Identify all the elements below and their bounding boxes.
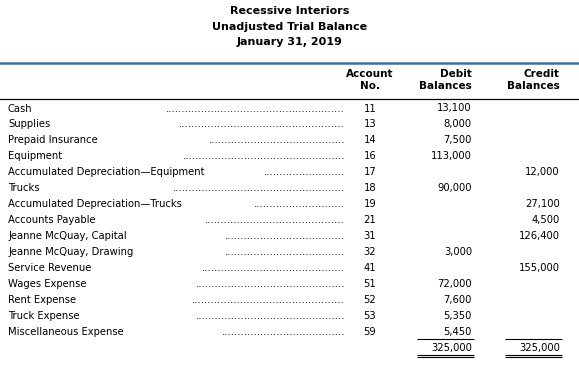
Text: 41: 41 bbox=[364, 263, 376, 273]
Text: 18: 18 bbox=[364, 183, 376, 193]
Text: 53: 53 bbox=[364, 311, 376, 321]
Text: 14: 14 bbox=[364, 135, 376, 145]
Text: 51: 51 bbox=[364, 279, 376, 289]
Text: Miscellaneous Expense: Miscellaneous Expense bbox=[8, 327, 124, 337]
Text: Cash: Cash bbox=[8, 104, 32, 114]
Text: Unadjusted Trial Balance: Unadjusted Trial Balance bbox=[212, 22, 367, 32]
Text: .....................................................: ........................................… bbox=[173, 183, 345, 193]
Text: Trucks: Trucks bbox=[8, 183, 39, 193]
Text: Truck Expense: Truck Expense bbox=[8, 311, 80, 321]
Text: 325,000: 325,000 bbox=[519, 342, 560, 352]
Text: Jeanne McQuay, Drawing: Jeanne McQuay, Drawing bbox=[8, 247, 133, 257]
Text: 90,000: 90,000 bbox=[438, 183, 472, 193]
Text: 155,000: 155,000 bbox=[519, 263, 560, 273]
Text: 12,000: 12,000 bbox=[525, 167, 560, 177]
Text: 113,000: 113,000 bbox=[431, 151, 472, 161]
Text: Accumulated Depreciation—Trucks: Accumulated Depreciation—Trucks bbox=[8, 199, 182, 209]
Text: 17: 17 bbox=[364, 167, 376, 177]
Text: ..........................................: ........................................… bbox=[208, 135, 345, 145]
Text: 27,100: 27,100 bbox=[525, 199, 560, 209]
Text: 3,000: 3,000 bbox=[444, 247, 472, 257]
Text: 19: 19 bbox=[364, 199, 376, 209]
Text: ..............................................: ........................................… bbox=[196, 311, 345, 321]
Text: Accumulated Depreciation—Equipment: Accumulated Depreciation—Equipment bbox=[8, 167, 204, 177]
Text: 325,000: 325,000 bbox=[431, 342, 472, 352]
Text: ............................................: ........................................… bbox=[202, 263, 345, 273]
Text: 31: 31 bbox=[364, 231, 376, 241]
Text: 5,350: 5,350 bbox=[444, 311, 472, 321]
Text: 16: 16 bbox=[364, 151, 376, 161]
Text: 7,500: 7,500 bbox=[444, 135, 472, 145]
Text: 21: 21 bbox=[364, 215, 376, 225]
Text: 5,450: 5,450 bbox=[444, 327, 472, 337]
Text: January 31, 2019: January 31, 2019 bbox=[237, 37, 342, 47]
Text: 11: 11 bbox=[364, 104, 376, 114]
Text: Jeanne McQuay, Capital: Jeanne McQuay, Capital bbox=[8, 231, 127, 241]
Text: ..................................................: ........................................… bbox=[182, 151, 345, 161]
Text: .......................................................: ........................................… bbox=[166, 104, 345, 114]
Text: ......................................: ...................................... bbox=[222, 327, 345, 337]
Text: 59: 59 bbox=[364, 327, 376, 337]
Text: Rent Expense: Rent Expense bbox=[8, 295, 76, 305]
Text: ............................: ............................ bbox=[254, 199, 345, 209]
Text: 7,600: 7,600 bbox=[444, 295, 472, 305]
Text: ...........................................: ........................................… bbox=[205, 215, 345, 225]
Text: 13: 13 bbox=[364, 119, 376, 129]
Text: Account
No.: Account No. bbox=[346, 69, 394, 91]
Text: Credit
Balances: Credit Balances bbox=[507, 69, 560, 91]
Text: ...............................................: ........................................… bbox=[192, 295, 345, 305]
Text: Debit
Balances: Debit Balances bbox=[419, 69, 472, 91]
Text: 52: 52 bbox=[364, 295, 376, 305]
Text: Equipment: Equipment bbox=[8, 151, 62, 161]
Text: Accounts Payable: Accounts Payable bbox=[8, 215, 96, 225]
Text: 126,400: 126,400 bbox=[519, 231, 560, 241]
Text: Prepaid Insurance: Prepaid Insurance bbox=[8, 135, 98, 145]
Text: Supplies: Supplies bbox=[8, 119, 50, 129]
Text: 13,100: 13,100 bbox=[437, 104, 472, 114]
Text: ..............................................: ........................................… bbox=[196, 279, 345, 289]
Text: Wages Expense: Wages Expense bbox=[8, 279, 86, 289]
Text: .....................................: ..................................... bbox=[225, 247, 345, 257]
Text: .....................................: ..................................... bbox=[225, 231, 345, 241]
Text: Recessive Interiors: Recessive Interiors bbox=[230, 6, 349, 16]
Text: ...................................................: ........................................… bbox=[179, 119, 345, 129]
Text: 4,500: 4,500 bbox=[532, 215, 560, 225]
Text: 32: 32 bbox=[364, 247, 376, 257]
Text: 8,000: 8,000 bbox=[444, 119, 472, 129]
Text: .........................: ......................... bbox=[264, 167, 345, 177]
Text: 72,000: 72,000 bbox=[437, 279, 472, 289]
Text: Service Revenue: Service Revenue bbox=[8, 263, 91, 273]
